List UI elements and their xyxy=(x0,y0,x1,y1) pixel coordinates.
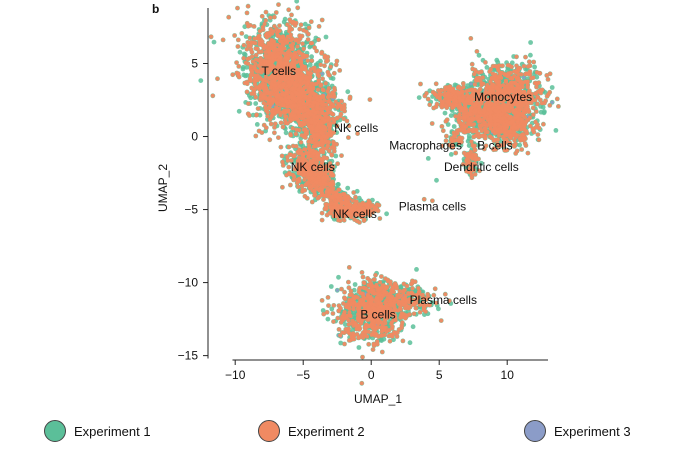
data-point-experiment-1 xyxy=(476,52,482,58)
data-point-experiment-1 xyxy=(442,110,448,116)
data-point-experiment-1 xyxy=(243,73,248,79)
data-point-experiment-1 xyxy=(242,24,248,30)
data-point-experiment-1 xyxy=(528,40,533,45)
data-point-experiment-1 xyxy=(243,34,249,39)
data-point-experiment-1 xyxy=(240,66,246,72)
data-point-experiment-1 xyxy=(553,127,559,133)
data-point-experiment-1 xyxy=(283,130,289,136)
data-point-experiment-1 xyxy=(282,16,288,22)
data-point-experiment-1 xyxy=(517,142,523,148)
data-point-experiment-1 xyxy=(237,49,243,55)
data-point-experiment-1 xyxy=(542,109,547,115)
data-point-experiment-1 xyxy=(254,122,260,127)
data-point-experiment-1 xyxy=(333,153,339,159)
panel-label: b xyxy=(152,2,159,16)
data-point-experiment-1 xyxy=(309,54,314,60)
data-point-experiment-1 xyxy=(323,34,329,40)
data-point-experiment-1 xyxy=(307,44,313,50)
data-point-experiment-1 xyxy=(211,39,217,45)
data-point-experiment-1 xyxy=(263,128,268,134)
data-point-experiment-1 xyxy=(494,57,500,63)
data-point-experiment-1 xyxy=(345,89,351,95)
data-point-experiment-1 xyxy=(451,124,457,129)
data-point-experiment-1 xyxy=(549,85,555,90)
data-point-experiment-1 xyxy=(484,65,490,70)
data-point-experiment-1 xyxy=(198,78,204,83)
data-point-experiment-1 xyxy=(384,211,389,217)
data-point-experiment-1 xyxy=(540,104,546,110)
data-point-experiment-1 xyxy=(335,182,341,187)
data-points-layer xyxy=(198,0,561,386)
data-point-experiment-1 xyxy=(236,108,242,114)
data-point-experiment-1 xyxy=(302,21,308,27)
data-point-experiment-1 xyxy=(241,51,247,57)
data-point-experiment-1 xyxy=(416,95,422,100)
data-point-experiment-1 xyxy=(330,76,336,81)
data-point-experiment-1 xyxy=(248,95,254,101)
data-point-experiment-1 xyxy=(532,64,537,70)
data-point-experiment-1 xyxy=(244,64,250,70)
data-point-experiment-1 xyxy=(294,0,300,4)
data-point-experiment-1 xyxy=(307,62,313,68)
data-point-experiment-1 xyxy=(345,185,351,191)
data-point-experiment-1 xyxy=(250,112,256,118)
data-point-experiment-1 xyxy=(528,52,533,58)
data-point-experiment-1 xyxy=(253,101,259,106)
